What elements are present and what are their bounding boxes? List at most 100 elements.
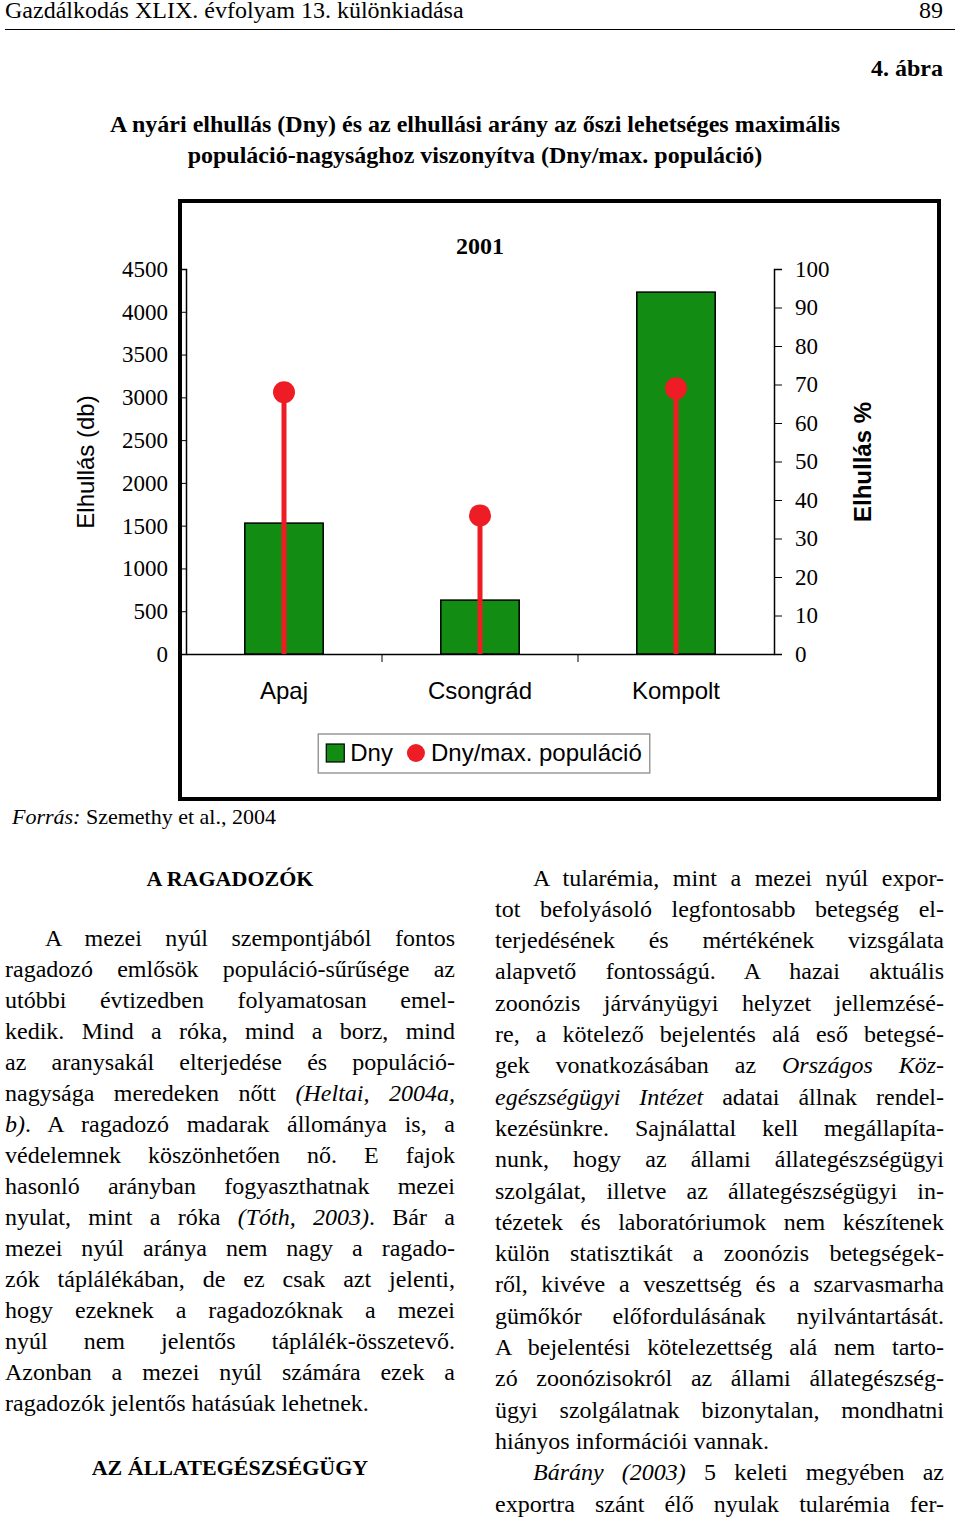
text-line: szolgálat, illetve az állategészségügyi … [495,1176,944,1207]
text-line: tézetek és laboratóriumok nem készítenek [495,1207,944,1238]
tick: Apaj [260,654,308,704]
tick: 2000 [122,471,186,496]
italic-run: Bárány (2003) [533,1459,686,1485]
text-line: nyulat, mint a róka (Tóth, 2003). Bár a [5,1202,455,1233]
chart-title: 2001 [456,233,504,259]
y2-axis-title: Elhullás % [849,402,876,522]
text-run: . A ragadozó madarak állománya is, a [25,1111,455,1137]
tick-mark [774,500,782,501]
tick: 60 [774,411,818,436]
text-run: nunk, hogy az állami állategészségügyi [495,1146,944,1172]
tick-label: 0 [157,642,169,667]
text-run: A tularémia, mint a mezei nyúl expor- [533,865,944,891]
text-run: kezésünkre. Sajnálattal kell megállapíta… [495,1115,944,1141]
legend-swatch [326,744,344,762]
stem [282,392,287,654]
text-run: védelemnek köszönhetően nő. E fajok [5,1142,455,1168]
italic-run: Országos Köz- [782,1052,944,1078]
section-heading: AZ ÁLLATEGÉSZSÉGÜGY [5,1452,455,1483]
text-run: Szemethy et al., 2004 [80,804,276,829]
stem [478,515,483,654]
text-run: hogy ezeknek a ragadozóknak a mezei [5,1297,455,1323]
page-number: 89 [919,0,943,24]
tick-mark [178,483,186,484]
text-run: ről, kivéve a veszettség és a szarvasmar… [495,1271,944,1297]
tick: 3500 [122,342,186,367]
y2-axis: 0102030405060708090100 [774,257,830,667]
tick-label: Kompolt [632,677,720,704]
italic-run: b) [5,1111,25,1137]
tick: 30 [774,526,818,551]
y-axis-title: Elhullás (db) [72,395,99,528]
text-run: A mezei nyúl szempontjából fontos [45,925,455,951]
text-line: A tularémia, mint a mezei nyúl expor- [533,863,944,894]
tick-mark [774,346,782,347]
text-line: hasonló arányban fogyaszthatnak mezei [5,1171,455,1202]
tick-label: 30 [795,526,818,551]
tick-mark [178,269,186,270]
text-line: re, a kötelező bejelentés alá eső betegs… [495,1019,944,1050]
marker [665,377,687,399]
tick-label: 2000 [122,471,168,496]
tick-mark [178,654,186,655]
text-run: hasonló arányban fogyaszthatnak mezei [5,1173,455,1199]
tick-label: 4000 [122,300,168,325]
tick-mark [774,462,782,463]
text-line: zoonózis járványügyi helyzet jellemzésé- [495,988,944,1019]
text-line: ről, kivéve a veszettség és a szarvasmar… [495,1269,944,1300]
tick-mark [774,654,782,655]
italic-run: egészségügyi Intézet [495,1084,703,1110]
tick: Kompolt [632,654,720,704]
tick: 1500 [122,514,186,539]
x-axis: ApajCsongrádKompolt [187,654,775,704]
tick-mark [774,616,782,617]
text-line: ragadozók jelentős hatásúak lehetnek. [5,1388,455,1419]
text-run: adatai állnak rendel- [703,1084,944,1110]
text-line: ragadozó emlősök populáció-sűrűsége az [5,954,455,985]
text-line: exportra szánt élő nyulak tularémia fer- [495,1489,944,1520]
text-run: alapvető fontosságú. A hazai aktuális [495,958,944,984]
tick: 0 [774,642,807,667]
text-line: kedik. Mind a róka, mind a borz, mind [5,1016,455,1047]
text-line: mezei nyúl aránya nem nagy a ragado- [5,1233,455,1264]
tick-label: 2500 [122,428,168,453]
text-run: tézetek és laboratóriumok nem készítenek [495,1209,944,1235]
text-line: A bejelentési kötelezettség alá nem tart… [495,1332,944,1363]
tick-mark [178,440,186,441]
chart: 0500100015002000250030003500400045000102… [0,0,960,840]
series [273,377,687,654]
tick: 0 [157,642,187,667]
text-run: az aranysakál elterjedése és populáció- [5,1049,455,1075]
text-run: A bejelentési kötelezettség alá nem tart… [495,1334,944,1360]
text-line: nyúl nem jelentős táplálék-összetevő. [5,1326,455,1357]
tick-label: 80 [795,334,818,359]
tick-label: 60 [795,411,818,436]
text-run: szolgálat, illetve az állategészségügyi … [495,1178,944,1204]
tick-mark [178,355,186,356]
tick: 80 [774,334,818,359]
tick: 50 [774,449,818,474]
text-run: Azonban a mezei nyúl számára ezek a [5,1359,455,1385]
legend-swatch [407,744,425,762]
tick: 1000 [122,556,186,581]
text-line: alapvető fontosságú. A hazai aktuális [495,956,944,987]
text-run: re, a kötelező bejelentés alá eső betegs… [495,1021,944,1047]
tick-label: 3500 [122,342,168,367]
text-run: nyulat, mint a róka [5,1204,238,1230]
tick-label: 500 [134,599,169,624]
text-line: védelemnek köszönhetően nő. E fajok [5,1140,455,1171]
tick-label: 1000 [122,556,168,581]
bar [637,292,715,654]
text-line: b). A ragadozó madarak állománya is, a [5,1109,455,1140]
italic-run: Forrás: [12,804,80,829]
tick-mark [178,611,186,612]
text-run: ragadozó emlősök populáció-sűrűsége az [5,956,455,982]
text-run: exportra szánt élő nyulak tularémia fer- [495,1491,944,1517]
tick-label: Apaj [260,677,308,704]
text-run: ügyi szolgálatnak bizonytalan, mondhatni [495,1397,944,1423]
tick-mark [178,397,186,398]
tick: 90 [774,295,818,320]
tick: 4500 [122,257,186,282]
tick-mark [774,577,782,578]
text-line: gümőkór előfordulásának nyilvántartását. [495,1301,944,1332]
